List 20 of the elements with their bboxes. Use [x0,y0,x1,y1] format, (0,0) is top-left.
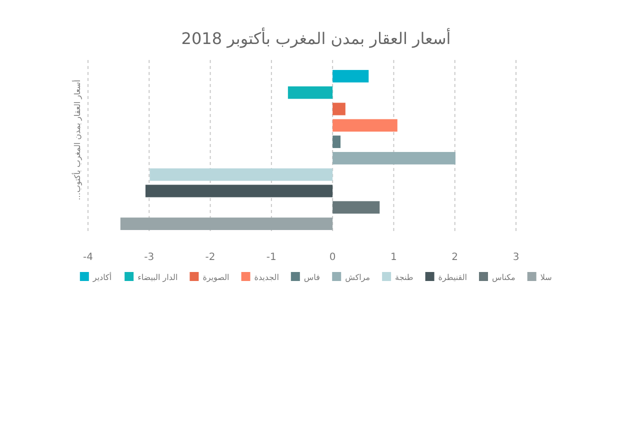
legend-label: مكناس [492,273,516,282]
legend-label: الصويرة [202,273,230,282]
x-tick-label: -2 [205,252,216,263]
legend-label: سلا [540,273,552,282]
legend-label: فاس [304,273,320,282]
x-tick-label: -3 [144,252,154,263]
x-tick-label: -4 [83,252,93,263]
legend-label: مراكش [345,273,370,282]
x-tick-label: 1 [390,252,397,263]
legend-label: أكادير [92,272,112,282]
legend-label: القنيطرة [438,273,467,282]
y-axis-title: أسعار العقار بمدن المغرب بأكتوب... [71,80,82,200]
legend-label: الدار البيضاء [138,273,178,282]
chart-title: أسعار العقار بمدن المغرب بأكتوبر 2018 [181,27,451,48]
x-tick-label: 0 [329,252,336,263]
legend-label: الجديدة [254,273,279,282]
x-tick-label: 2 [452,252,458,263]
x-tick-label: -1 [266,252,276,263]
legend-label: طنجة [395,273,414,282]
x-tick-label: 3 [512,252,520,263]
